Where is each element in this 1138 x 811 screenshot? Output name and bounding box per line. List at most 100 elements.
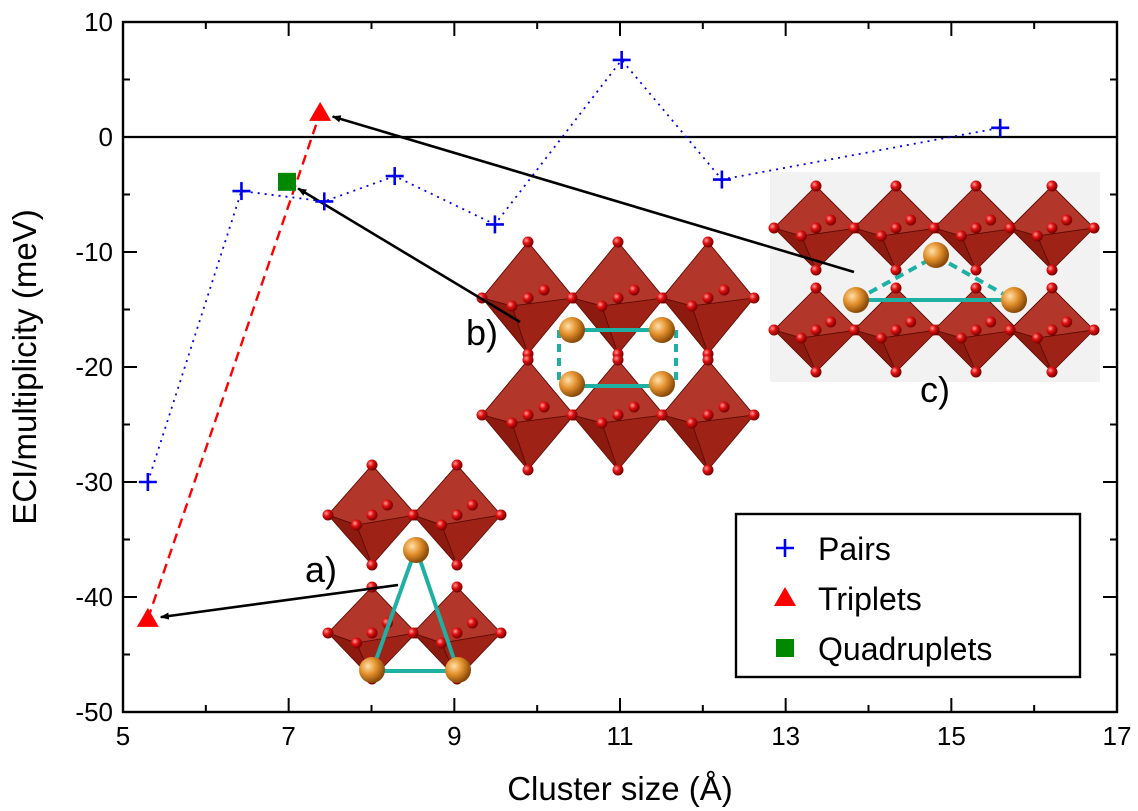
oxygen-atom	[407, 509, 419, 521]
oxygen-atom	[1046, 366, 1058, 378]
oxygen-atom	[905, 316, 917, 328]
x-tick-label: 7	[281, 721, 295, 751]
oxygen-atom	[718, 401, 730, 413]
oxygen-atom	[810, 282, 822, 294]
oxygen-atom	[322, 509, 334, 521]
legend-marker-triplets	[774, 587, 796, 606]
cation-atom	[923, 242, 949, 268]
oxygen-atom	[596, 417, 608, 429]
oxygen-atom	[795, 332, 807, 344]
oxygen-atom	[436, 637, 448, 649]
oxygen-atom	[476, 409, 488, 421]
cation-atom	[445, 657, 471, 683]
y-tick-label: -10	[75, 237, 113, 267]
oxygen-atom	[768, 324, 780, 336]
oxygen-atom	[1046, 222, 1058, 234]
octahedron-face	[960, 227, 1020, 271]
oxygen-atom	[970, 180, 982, 192]
oxygen-atom	[928, 324, 940, 336]
y-tick-label: -30	[75, 467, 113, 497]
oxygen-atom	[955, 230, 967, 242]
oxygen-atom	[890, 366, 902, 378]
structure-inset-b	[476, 236, 760, 476]
data-marks-layer	[136, 50, 1010, 627]
oxygen-atom	[1046, 324, 1058, 336]
series-line-1	[146, 112, 322, 620]
oxygen-atom	[322, 627, 334, 639]
oxygen-atom	[366, 509, 378, 521]
oxygen-atom	[612, 292, 624, 304]
oxygen-atom	[970, 324, 982, 336]
oxygen-atom	[810, 222, 822, 234]
oxygen-atom	[538, 401, 550, 413]
x-tick-label: 17	[1103, 721, 1132, 751]
series-lines-layer	[146, 58, 1001, 620]
oxygen-atom	[702, 409, 714, 421]
cation-atom	[649, 317, 675, 343]
legend-label-quadruplets: Quadruplets	[818, 631, 992, 667]
oxygen-atom	[612, 409, 624, 421]
oxygen-atom	[848, 324, 860, 336]
oxygen-atom	[628, 284, 640, 296]
octahedron-face	[1036, 329, 1096, 373]
oxygen-atom	[407, 627, 419, 639]
oxygen-atom	[366, 559, 378, 571]
x-tick-label: 11	[607, 721, 634, 751]
structure-inset-a	[322, 459, 507, 685]
octahedron-face	[1036, 227, 1096, 271]
octahedron-face	[356, 514, 418, 566]
cluster-triangle-a	[369, 541, 461, 673]
x-tick-label: 5	[116, 721, 130, 751]
oxygen-atom	[1061, 316, 1073, 328]
oxygen-atom	[955, 332, 967, 344]
cation-atom	[843, 287, 869, 313]
data-point-pairs-6	[712, 170, 731, 189]
oxygen-atom	[538, 284, 550, 296]
oxygen-atom	[702, 464, 714, 476]
data-point-pairs-4	[485, 215, 504, 234]
oxygen-atom	[848, 222, 860, 234]
x-tick-label: 13	[771, 721, 800, 751]
structure-insets-layer: a) b) c)	[305, 172, 1100, 685]
oxygen-atom	[1061, 214, 1073, 226]
oxygen-atom	[522, 354, 534, 366]
x-axis-title: Cluster size (Å)	[507, 770, 733, 807]
annotation-arrow-c	[331, 115, 855, 274]
oxygen-atom	[970, 264, 982, 276]
oxygen-atom	[628, 401, 640, 413]
octahedron-face	[880, 227, 940, 271]
oxygen-atom	[466, 499, 478, 511]
octahedron-face	[511, 297, 575, 355]
cluster-edge-c	[855, 254, 937, 302]
oxygen-atom	[686, 417, 698, 429]
oxygen-atom	[768, 222, 780, 234]
oxygen-atom	[970, 222, 982, 234]
oxygen-atom	[495, 509, 507, 521]
oxygen-atom	[825, 316, 837, 328]
cation-atom	[403, 537, 429, 563]
panel-label-c: c)	[920, 369, 950, 410]
oxygen-atom	[1031, 332, 1043, 344]
oxygen-atom	[436, 519, 448, 531]
legend-marker-pairs	[776, 539, 794, 557]
oxygen-atom	[875, 332, 887, 344]
oxygen-atom	[506, 300, 518, 312]
oxygen-atom	[1004, 324, 1016, 336]
oxygen-atom	[351, 519, 363, 531]
octahedron-face	[800, 329, 860, 373]
oxygen-atom	[451, 627, 463, 639]
legend: Pairs Triplets Quadruplets	[734, 512, 1082, 679]
oxygen-atom	[1088, 324, 1100, 336]
oxygen-atom	[686, 300, 698, 312]
oxygen-atom	[810, 264, 822, 276]
octahedron-face	[691, 414, 755, 471]
oxygen-atom	[451, 581, 463, 593]
annotation-arrow-a	[159, 583, 399, 620]
oxygen-atom	[985, 316, 997, 328]
oxygen-atom	[381, 499, 393, 511]
oxygen-atom	[366, 627, 378, 639]
legend-label-triplets: Triplets	[818, 581, 922, 617]
y-tick-label: -40	[75, 582, 113, 612]
oxygen-atom	[985, 214, 997, 226]
